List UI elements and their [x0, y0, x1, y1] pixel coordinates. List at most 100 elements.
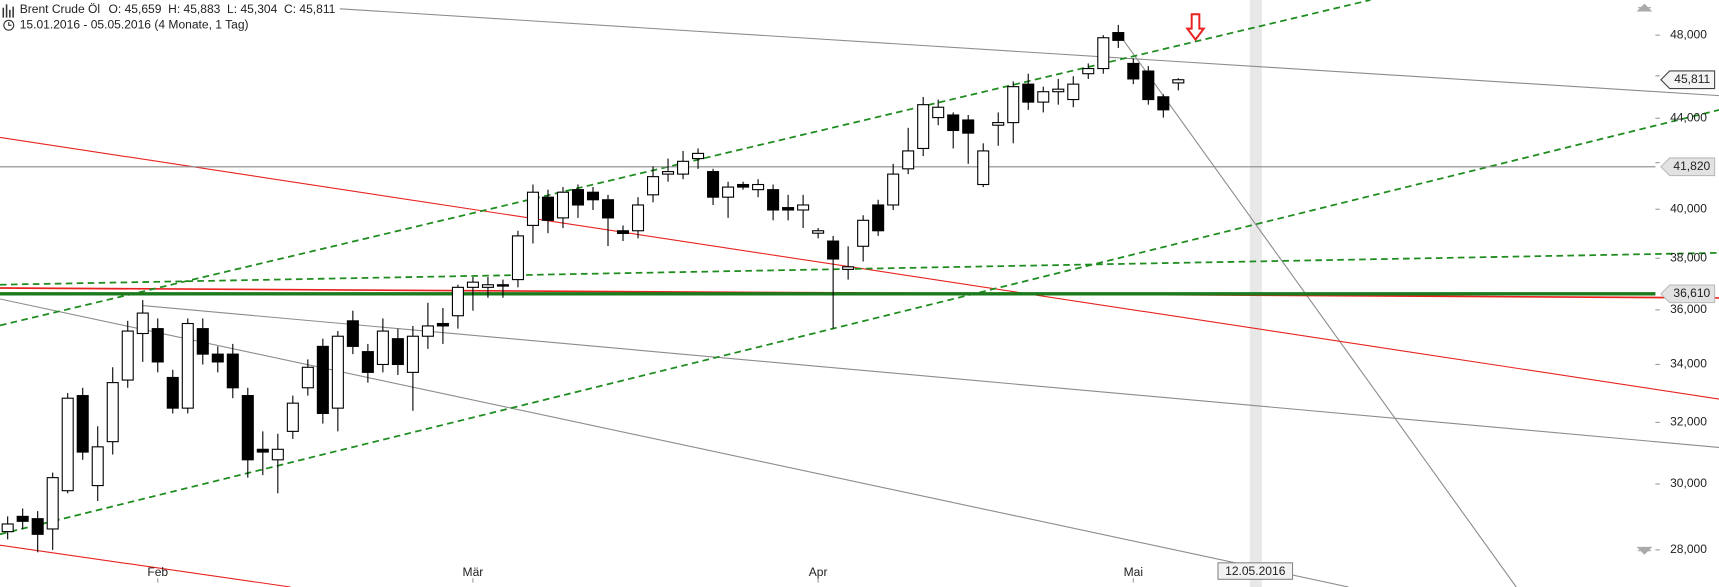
- candle-body: [451, 286, 464, 317]
- candle-body: [1022, 83, 1035, 103]
- trend-line: [1117, 32, 1517, 587]
- x-tick-label: Feb: [147, 565, 168, 579]
- candle-body: [556, 191, 570, 219]
- candle-body: [271, 448, 284, 461]
- trend-line: [0, 544, 291, 587]
- price-markers: 45,811 41,820 36,610: [1660, 70, 1716, 304]
- candle-body: [331, 335, 344, 409]
- candle-body: [812, 230, 825, 234]
- price-marker: [1660, 70, 1716, 90]
- candle-body: [1157, 96, 1170, 111]
- candle-body: [466, 281, 479, 288]
- candle-body: [61, 397, 74, 492]
- candle-body: [166, 376, 179, 409]
- alert-arrow: [1185, 13, 1206, 42]
- candle-body: [737, 183, 750, 188]
- candle-body: [256, 448, 269, 453]
- candle-body: [526, 191, 539, 226]
- candle-body: [887, 173, 900, 206]
- candle-body: [782, 207, 795, 211]
- candle-body: [571, 189, 585, 206]
- candle-body: [872, 204, 885, 232]
- cursor-box: [1217, 562, 1294, 580]
- candle-body: [962, 119, 975, 134]
- scroll-up: [1636, 3, 1653, 12]
- candle-body: [857, 219, 870, 247]
- candle-body: [752, 183, 765, 191]
- y-tick-label: 32,000: [1670, 415, 1707, 429]
- clock-hands: [8, 21, 12, 26]
- y-tick-label: 34,000: [1670, 357, 1707, 371]
- y-tick-label: 48,000: [1670, 27, 1707, 41]
- candle-body: [181, 322, 194, 409]
- x-tick-label: Apr: [809, 565, 828, 579]
- candle-body: [932, 106, 945, 119]
- candle-body: [316, 345, 329, 414]
- candle-body: [91, 446, 104, 487]
- candle-body: [1052, 88, 1065, 93]
- candle-body: [106, 382, 119, 443]
- candle-body: [541, 196, 554, 221]
- candle-body: [511, 235, 524, 281]
- candle-body: [1172, 79, 1185, 84]
- trend-line: [142, 305, 1719, 448]
- candle-body: [722, 186, 735, 198]
- candle-body: [662, 171, 675, 175]
- candle-body: [406, 335, 419, 373]
- plot: 28,000 30,000 32,000 34,000 36,000 38,000 40,0…: [0, 24, 1707, 583]
- candle-body: [136, 312, 149, 335]
- clock-icon: [3, 19, 15, 31]
- header: Brent Crude Öl O: 45,659 H: 45,883 L: 45…: [2, 2, 336, 31]
- trend-line: [0, 251, 1719, 286]
- candle-body: [391, 338, 404, 366]
- trend-line: [0, 298, 1349, 587]
- trend-line: [339, 8, 1719, 97]
- candle-body: [346, 320, 359, 347]
- candle-body: [226, 353, 239, 389]
- candle-body: [421, 325, 434, 337]
- candle-body: [121, 330, 134, 381]
- x-tick-label: Mär: [463, 565, 484, 579]
- candle-body: [301, 366, 314, 389]
- candle-body: [1, 523, 14, 533]
- y-tick-label: 40,000: [1670, 201, 1707, 215]
- candle-body: [1097, 37, 1110, 70]
- candle-body: [31, 518, 44, 535]
- y-tick-label: 38,000: [1670, 250, 1707, 264]
- candle-body: [586, 191, 600, 201]
- y-tick-label: 44,000: [1670, 110, 1707, 124]
- candle-body: [481, 284, 494, 288]
- candle-body: [46, 477, 59, 530]
- y-tick-label: 36,000: [1670, 302, 1707, 316]
- candle-body: [286, 402, 299, 432]
- cursor-label: 12.05.2016: [1225, 564, 1286, 578]
- candle-body: [361, 351, 374, 373]
- scroll-down: [1636, 546, 1653, 555]
- candle-body: [902, 150, 915, 170]
- price-marker: [1660, 157, 1716, 177]
- candle-body: [917, 104, 930, 150]
- candle-body: [977, 150, 990, 186]
- candle-body: [16, 515, 29, 522]
- candle-body: [842, 266, 855, 270]
- candle-body: [677, 160, 690, 175]
- trend-line: [0, 109, 1719, 536]
- price-marker: [1660, 284, 1716, 304]
- candle-body: [1142, 70, 1155, 101]
- x-tick-label: Mai: [1124, 565, 1143, 579]
- candle-body: [992, 122, 1005, 126]
- candle-body: [496, 284, 509, 287]
- price-marker-label: 45,811: [1674, 72, 1710, 86]
- candle-body: [767, 189, 780, 211]
- y-tick-label: 28,000: [1670, 542, 1707, 556]
- candle-body: [947, 114, 960, 132]
- chart-icon: [2, 4, 14, 18]
- candle-body: [707, 171, 720, 198]
- cursor: 12.05.2016: [1217, 562, 1294, 580]
- chart-title: Brent Crude Öl: [20, 2, 100, 16]
- candle-body: [631, 204, 645, 232]
- candle-body: [1127, 62, 1140, 80]
